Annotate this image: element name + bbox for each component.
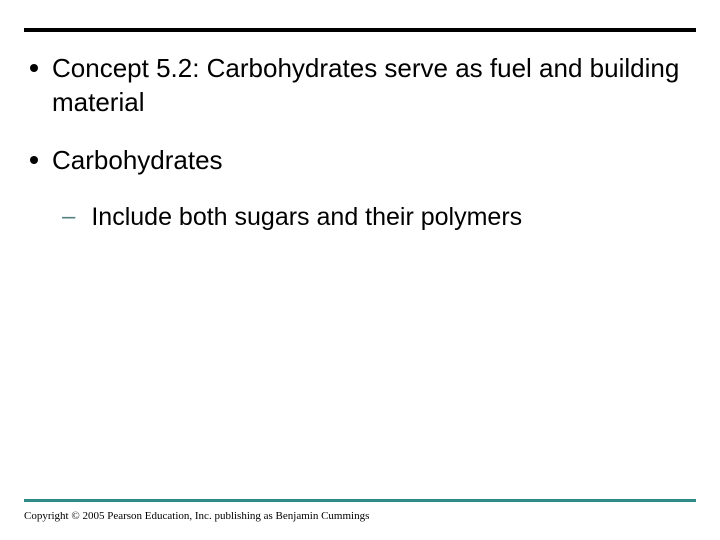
bullet-text: Concept 5.2: Carbohydrates serve as fuel… xyxy=(52,52,696,120)
dash-icon: – xyxy=(62,201,75,232)
bullet-text: Carbohydrates xyxy=(52,144,223,178)
bullet-item: Concept 5.2: Carbohydrates serve as fuel… xyxy=(24,52,696,120)
slide-content: Concept 5.2: Carbohydrates serve as fuel… xyxy=(24,52,696,234)
sub-bullet-text: Include both sugars and their polymers xyxy=(91,201,522,234)
bullet-dot-icon xyxy=(30,64,38,72)
bullet-item: Carbohydrates xyxy=(24,144,696,178)
sub-bullet-item: – Include both sugars and their polymers xyxy=(56,201,696,234)
top-rule xyxy=(24,28,696,32)
bottom-rule xyxy=(24,499,696,502)
bullet-dot-icon xyxy=(30,156,38,164)
copyright-text: Copyright © 2005 Pearson Education, Inc.… xyxy=(24,510,369,522)
